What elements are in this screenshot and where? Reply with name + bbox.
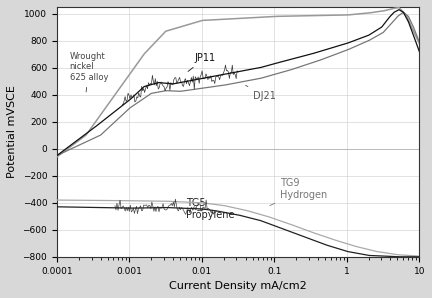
Text: TG9
Hydrogen: TG9 Hydrogen [270, 179, 327, 206]
Text: JP11: JP11 [188, 53, 216, 72]
Text: Wrought
nickel
625 alloy: Wrought nickel 625 alloy [70, 52, 108, 92]
Text: DJ21: DJ21 [245, 85, 276, 101]
X-axis label: Current Density mA/cm2: Current Density mA/cm2 [169, 281, 307, 291]
Text: TG5
Propylene: TG5 Propylene [186, 198, 234, 220]
Y-axis label: Potential mVSCE: Potential mVSCE [7, 86, 17, 178]
